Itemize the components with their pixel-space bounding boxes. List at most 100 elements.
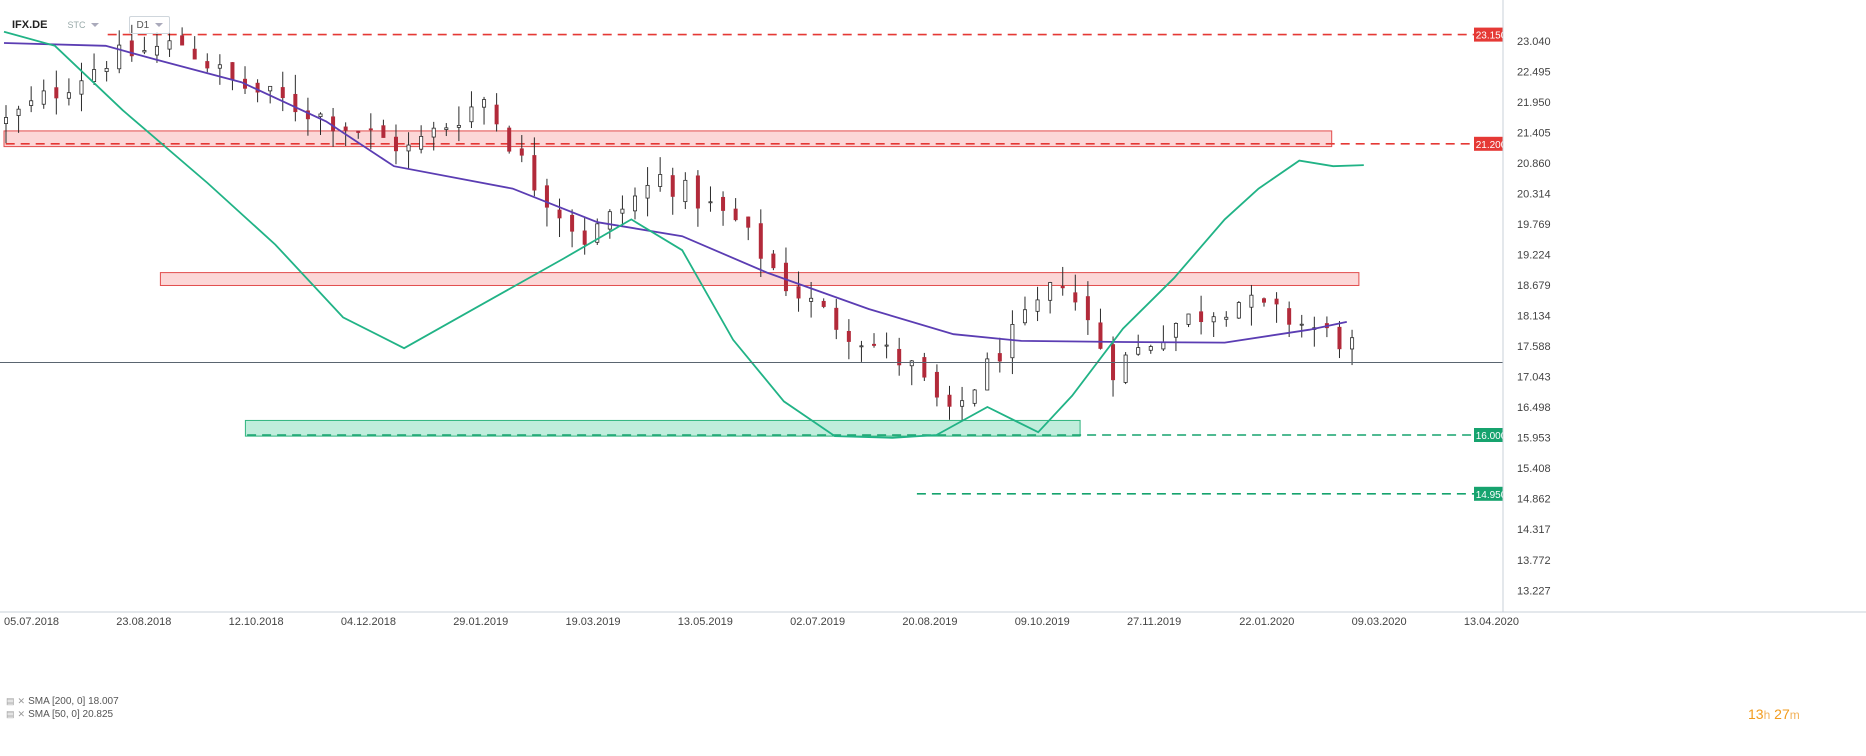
candle-down <box>796 286 801 299</box>
level-badge <box>1474 486 1508 501</box>
candle-down <box>544 185 549 208</box>
mode-selector[interactable]: STC <box>67 20 100 30</box>
x-axis: 05.07.2018 23.08.2018 12.10.2018 04.12.2018… <box>0 611 1866 628</box>
candle-down <box>783 262 788 292</box>
legend-item-sma50[interactable]: ▤ ✕ SMA [50, 0] 20.825 <box>6 708 119 721</box>
candle-up <box>1186 313 1191 325</box>
candle-up <box>708 201 713 204</box>
chevron-down-icon <box>91 23 100 27</box>
candle-up <box>1173 323 1178 338</box>
candle-up <box>683 179 688 203</box>
candle-down <box>255 82 260 93</box>
candle-up <box>884 344 889 347</box>
candle-down <box>997 353 1002 362</box>
y-tick-label: 13.772 <box>1517 555 1551 567</box>
candle-up <box>633 195 638 212</box>
sma-200-line <box>3 42 1347 344</box>
legend-label: SMA [50, 0] 20.825 <box>28 709 114 720</box>
settings-icon[interactable]: ▤ <box>6 696 15 706</box>
candle-up <box>469 106 474 123</box>
candle-up <box>985 358 990 391</box>
settings-icon[interactable]: ▤ <box>6 709 15 719</box>
candle-up <box>972 389 977 404</box>
green-zone <box>244 419 1081 437</box>
level-badge <box>1474 27 1508 42</box>
candle-down <box>1337 326 1342 350</box>
candle-down <box>570 214 575 232</box>
level-label: 23.150 <box>1476 31 1507 42</box>
mode-label: STC <box>67 20 86 30</box>
candle-down <box>293 93 298 113</box>
candle-up <box>29 100 34 106</box>
candle-down <box>331 116 336 132</box>
candle-up <box>620 208 625 214</box>
candle-down <box>695 175 700 209</box>
level-label: 21.200 <box>1476 140 1507 151</box>
x-tick-label: 23.08.2018 <box>116 616 171 628</box>
candlesticks <box>4 24 1355 421</box>
timeframe-selector[interactable]: D1 <box>129 16 171 34</box>
candle-down <box>1199 311 1204 323</box>
timer-hours: 13 <box>1748 706 1764 722</box>
sma-lines <box>3 30 1364 439</box>
candle-up <box>645 184 650 199</box>
timeframe-label: D1 <box>136 19 150 31</box>
x-tick-label: 22.01.2020 <box>1239 616 1294 628</box>
timer-hours-unit: h <box>1763 708 1771 722</box>
candle-down <box>834 307 839 330</box>
candle-up <box>1211 316 1216 323</box>
candle-up <box>859 345 864 348</box>
y-tick-label: 15.408 <box>1517 463 1551 475</box>
candle-down <box>1262 298 1267 303</box>
candle-up <box>16 108 21 116</box>
candle-down <box>1274 298 1279 305</box>
symbol-label[interactable]: IFX.DE <box>12 19 48 31</box>
candle-up <box>1236 302 1241 319</box>
x-tick-label: 13.05.2019 <box>678 616 733 628</box>
x-tick-label: 02.07.2019 <box>790 616 845 628</box>
candle-up <box>1249 294 1254 308</box>
candle-up <box>217 64 222 69</box>
timer-minutes-unit: m <box>1789 708 1800 722</box>
close-icon[interactable]: ✕ <box>17 696 26 706</box>
candle-down <box>922 357 927 378</box>
candle-up <box>167 40 172 50</box>
candle-up <box>909 360 914 367</box>
candle-up <box>419 136 424 150</box>
candle-down <box>582 230 587 245</box>
red-zone <box>159 272 1360 286</box>
legend-label: SMA [200, 0] 18.007 <box>28 696 119 707</box>
level-label: 16.000 <box>1476 431 1507 442</box>
x-tick-label: 13.04.2020 <box>1464 616 1519 628</box>
close-icon[interactable]: ✕ <box>17 709 26 719</box>
candle-up <box>1022 309 1027 324</box>
chart-toolbar: IFX.DE STC D1 <box>12 15 171 35</box>
candle-down <box>180 35 185 46</box>
candle-down <box>733 208 738 221</box>
legend-item-sma200[interactable]: ▤ ✕ SMA [200, 0] 18.007 <box>6 695 119 708</box>
candle-up <box>431 127 436 138</box>
horizontal-levels: 23.150 21.200 16.000 14.950 <box>5 27 1508 501</box>
indicator-legend: ▤ ✕ SMA [200, 0] 18.007 ▤ ✕ SMA [50, 0] … <box>6 695 119 721</box>
candle-up <box>154 45 159 56</box>
candle-down <box>532 155 537 191</box>
level-badge <box>1474 136 1508 151</box>
support-resistance-zones <box>3 130 1360 437</box>
candle-up <box>406 144 411 152</box>
y-tick-label: 14.862 <box>1517 494 1551 506</box>
y-tick-label: 13.227 <box>1517 585 1551 597</box>
candle-down <box>1085 296 1090 321</box>
candle-down <box>746 216 751 228</box>
candle-down <box>305 110 310 120</box>
candle-down <box>557 209 562 219</box>
x-tick-label: 05.07.2018 <box>4 616 59 628</box>
candle-down <box>771 253 776 269</box>
x-tick-label: 09.03.2020 <box>1352 616 1407 628</box>
red-zone <box>3 130 1333 148</box>
candle-down <box>1060 286 1065 289</box>
candle-down <box>947 394 952 407</box>
candle-up <box>456 125 461 128</box>
candle-down <box>758 223 763 259</box>
candle-down <box>381 125 386 138</box>
